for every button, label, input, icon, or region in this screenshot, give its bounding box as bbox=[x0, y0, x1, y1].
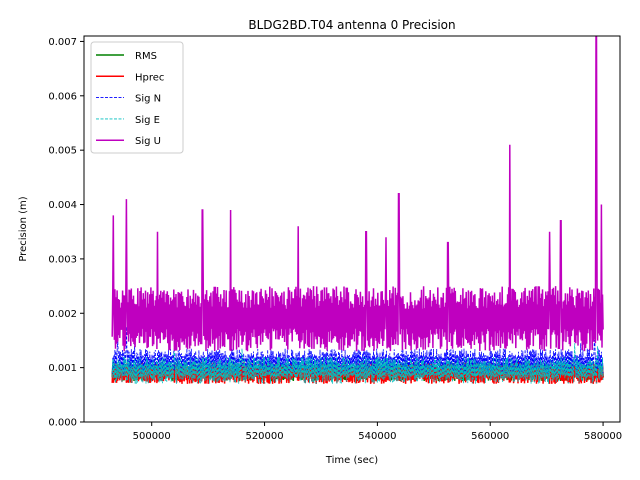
y-tick-label: 0.002 bbox=[48, 309, 77, 320]
axes-frame bbox=[83, 35, 621, 423]
x-tick-label: 560000 bbox=[471, 431, 509, 442]
y-tick-label: 0.001 bbox=[48, 363, 77, 374]
x-tick-label: 580000 bbox=[584, 431, 622, 442]
series-line-sig-e bbox=[111, 343, 604, 384]
legend-label: Sig U bbox=[135, 136, 161, 147]
x-tick-label: 500000 bbox=[133, 431, 171, 442]
y-tick-label: 0.004 bbox=[48, 200, 77, 211]
x-axis-label: Time (sec) bbox=[325, 455, 378, 466]
legend-label: Sig N bbox=[135, 94, 161, 105]
legend: RMS Hprec Sig N Sig E Sig U bbox=[90, 41, 184, 154]
chart-title: BLDG2BD.T04 antenna 0 Precision bbox=[248, 18, 455, 32]
y-tick-label: 0.007 bbox=[48, 37, 77, 48]
y-tick-label: 0.005 bbox=[48, 146, 77, 157]
x-tick-label: 520000 bbox=[245, 431, 283, 442]
legend-label: Sig E bbox=[135, 115, 160, 126]
legend-label: RMS bbox=[135, 51, 157, 62]
plot-area bbox=[111, 36, 604, 384]
y-axis-label: Precision (m) bbox=[18, 196, 29, 261]
legend-box bbox=[90, 41, 184, 154]
legend-label: Hprec bbox=[135, 72, 164, 83]
y-tick-label: 0.000 bbox=[48, 418, 77, 429]
y-tick-label: 0.003 bbox=[48, 254, 77, 265]
y-tick-label: 0.006 bbox=[48, 91, 77, 102]
series-line-sig-u bbox=[111, 36, 604, 352]
x-tick-label: 540000 bbox=[358, 431, 396, 442]
x-axis: 500000 520000 540000 560000 580000 bbox=[133, 422, 622, 442]
y-axis: 0.000 0.001 0.002 0.003 0.004 0.005 0.006 0.007 bbox=[48, 37, 84, 429]
